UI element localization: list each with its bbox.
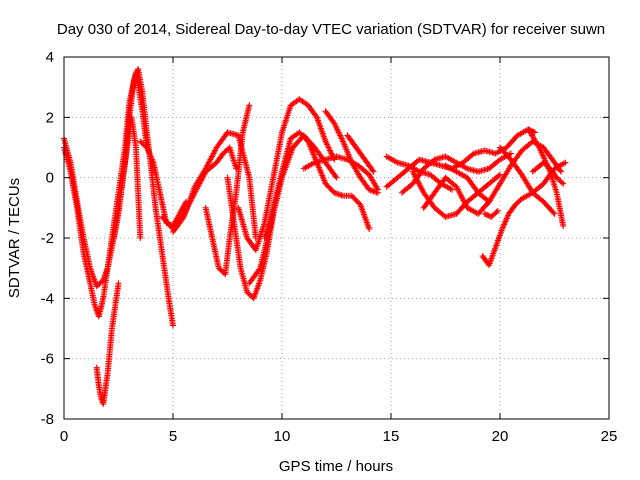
data-point (558, 179, 565, 186)
data-point (484, 212, 491, 219)
data-series-s14 (322, 108, 381, 196)
data-point (558, 168, 565, 175)
data-point (449, 186, 456, 193)
data-series-s2 (61, 69, 150, 320)
data-point (560, 180, 567, 187)
data-point (481, 210, 488, 217)
x-tick-label: 5 (169, 428, 177, 445)
data-series-s20 (420, 174, 493, 217)
data-point (332, 173, 339, 180)
data-point (483, 211, 490, 218)
data-point (374, 189, 381, 196)
y-tick-label: 2 (46, 109, 54, 126)
data-point (494, 207, 501, 214)
data-series-s8 (202, 102, 253, 278)
y-tick-label: -2 (41, 230, 54, 247)
data-layer (61, 66, 569, 407)
data-series-s22 (479, 189, 558, 269)
chart-title: Day 030 of 2014, Sidereal Day-to-day VTE… (57, 21, 605, 38)
data-point (562, 159, 569, 166)
data-series-s10 (235, 96, 338, 254)
tick-layer: 0 5 10 15 20 25 -8 -6 -4 -2 0 2 4 (41, 49, 618, 445)
data-point (369, 167, 376, 174)
y-axis-label: SDTVAR / TECUs (6, 178, 23, 298)
data-series-s15 (344, 132, 377, 175)
data-point (560, 222, 567, 229)
data-point (333, 174, 340, 181)
x-tick-label: 25 (601, 428, 618, 445)
data-point (507, 150, 514, 157)
data-point (179, 215, 186, 222)
data-series-s21 (442, 138, 565, 205)
data-series-s18 (398, 150, 514, 196)
data-series-s3 (93, 280, 122, 407)
data-series-s24 (497, 144, 569, 196)
data-series-s11 (246, 132, 340, 287)
x-axis-label: GPS time / hours (279, 458, 393, 475)
x-tick-label: 10 (274, 428, 291, 445)
data-series-s4 (111, 114, 144, 241)
data-point (495, 172, 502, 179)
x-tick-label: 0 (60, 428, 68, 445)
data-series-s5 (137, 138, 190, 229)
data-series-s23 (481, 207, 501, 220)
y-tick-label: -8 (41, 411, 54, 428)
data-point (256, 266, 263, 273)
y-tick-label: -6 (41, 351, 54, 368)
data-point (115, 280, 122, 287)
y-tick-label: 4 (46, 49, 54, 66)
data-point (557, 167, 564, 174)
x-tick-label: 15 (383, 428, 400, 445)
data-point (137, 235, 144, 241)
y-tick-label: -4 (41, 290, 54, 307)
data-point (497, 171, 503, 178)
data-point (366, 225, 373, 232)
data-series-s26 (529, 159, 567, 187)
y-tick-label: 0 (46, 170, 54, 187)
data-point (550, 209, 557, 216)
data-point (246, 102, 253, 109)
data-point (551, 210, 558, 217)
data-series-s19 (409, 168, 503, 220)
x-tick-label: 20 (492, 428, 509, 445)
data-point (486, 213, 493, 220)
data-point (493, 209, 500, 216)
data-point (370, 168, 377, 175)
data-point (170, 322, 176, 329)
